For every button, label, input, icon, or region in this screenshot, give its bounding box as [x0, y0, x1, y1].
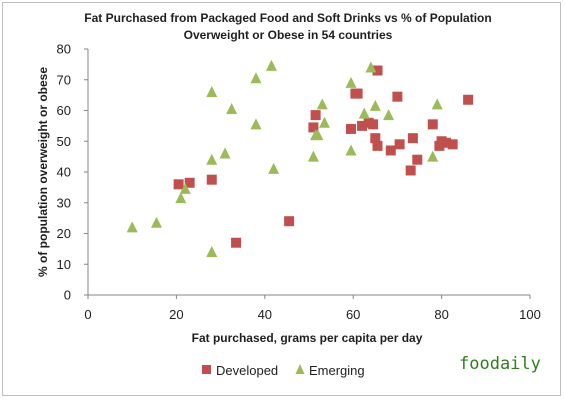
watermark-logo: foodaily — [459, 354, 541, 374]
point-developed — [206, 174, 217, 185]
point-emerging — [431, 98, 443, 110]
point-developed — [385, 145, 396, 156]
point-developed — [345, 123, 356, 134]
y-tick-label: 80 — [57, 42, 71, 57]
chart-frame — [2, 2, 561, 396]
point-emerging — [365, 61, 377, 73]
x-tick-label: 40 — [258, 307, 272, 322]
point-developed — [357, 120, 368, 131]
point-emerging — [427, 150, 439, 162]
x-axis-title: Fat purchased, grams per capita per day — [192, 331, 423, 345]
point-developed — [184, 177, 195, 188]
point-developed — [308, 122, 319, 133]
point-emerging — [250, 72, 262, 84]
point-emerging — [312, 129, 324, 141]
point-developed — [372, 65, 383, 76]
point-developed — [284, 216, 295, 227]
point-emerging — [219, 147, 231, 159]
point-emerging — [268, 162, 280, 174]
point-emerging — [206, 245, 218, 257]
point-emerging — [358, 107, 370, 119]
y-tick-label: 10 — [57, 257, 71, 272]
point-emerging — [226, 102, 238, 114]
y-tick-labels: 0 10 20 30 40 50 60 70 80 — [57, 42, 88, 303]
point-developed — [368, 119, 379, 130]
point-developed — [447, 139, 458, 150]
point-developed — [441, 137, 452, 148]
point-emerging — [250, 118, 262, 130]
point-developed — [392, 91, 403, 102]
point-developed — [173, 179, 184, 190]
point-emerging — [206, 86, 218, 98]
point-developed — [372, 140, 383, 151]
point-emerging — [345, 76, 357, 88]
point-emerging — [318, 116, 330, 128]
legend: Developed Emerging — [202, 363, 365, 378]
data-points — [126, 59, 474, 257]
point-developed — [352, 88, 363, 99]
x-tick-label: 0 — [84, 307, 91, 322]
point-emerging — [383, 109, 395, 121]
point-developed — [394, 139, 405, 150]
chart-title-line-2: Overweight or Obese in 54 countries — [184, 28, 393, 42]
y-axis-title: % of population overweight or obese — [36, 67, 50, 277]
point-emerging — [151, 216, 163, 228]
point-emerging — [369, 99, 381, 111]
legend-label-emerging: Emerging — [309, 363, 365, 378]
y-tick-label: 20 — [57, 226, 71, 241]
y-tick-label: 40 — [57, 165, 71, 180]
point-developed — [405, 165, 416, 176]
y-tick-label: 0 — [64, 288, 71, 303]
x-tick-labels: 0 20 40 60 80 100 — [84, 295, 541, 322]
x-tick-label: 100 — [519, 307, 541, 322]
point-developed — [370, 133, 381, 144]
legend-label-developed: Developed — [216, 363, 278, 378]
point-developed — [463, 94, 474, 105]
point-developed — [231, 237, 242, 248]
y-tick-label: 30 — [57, 195, 71, 210]
point-developed — [310, 110, 321, 121]
x-tick-label: 20 — [169, 307, 183, 322]
x-tick-label: 60 — [346, 307, 360, 322]
point-emerging — [345, 144, 357, 156]
point-emerging — [316, 98, 328, 110]
point-emerging — [307, 150, 319, 162]
point-developed — [407, 133, 418, 144]
legend-marker-emerging — [295, 364, 305, 374]
y-tick-label: 50 — [57, 134, 71, 149]
chart-title-line-1: Fat Purchased from Packaged Food and Sof… — [84, 11, 491, 25]
point-developed — [412, 154, 423, 165]
y-tick-label: 60 — [57, 103, 71, 118]
point-emerging — [265, 59, 277, 71]
point-developed — [427, 119, 438, 130]
point-emerging — [179, 182, 191, 194]
y-tick-label: 70 — [57, 72, 71, 87]
point-emerging — [206, 153, 218, 165]
point-emerging — [175, 192, 187, 204]
legend-marker-developed — [202, 365, 211, 374]
point-emerging — [126, 221, 138, 233]
x-tick-label: 80 — [434, 307, 448, 322]
